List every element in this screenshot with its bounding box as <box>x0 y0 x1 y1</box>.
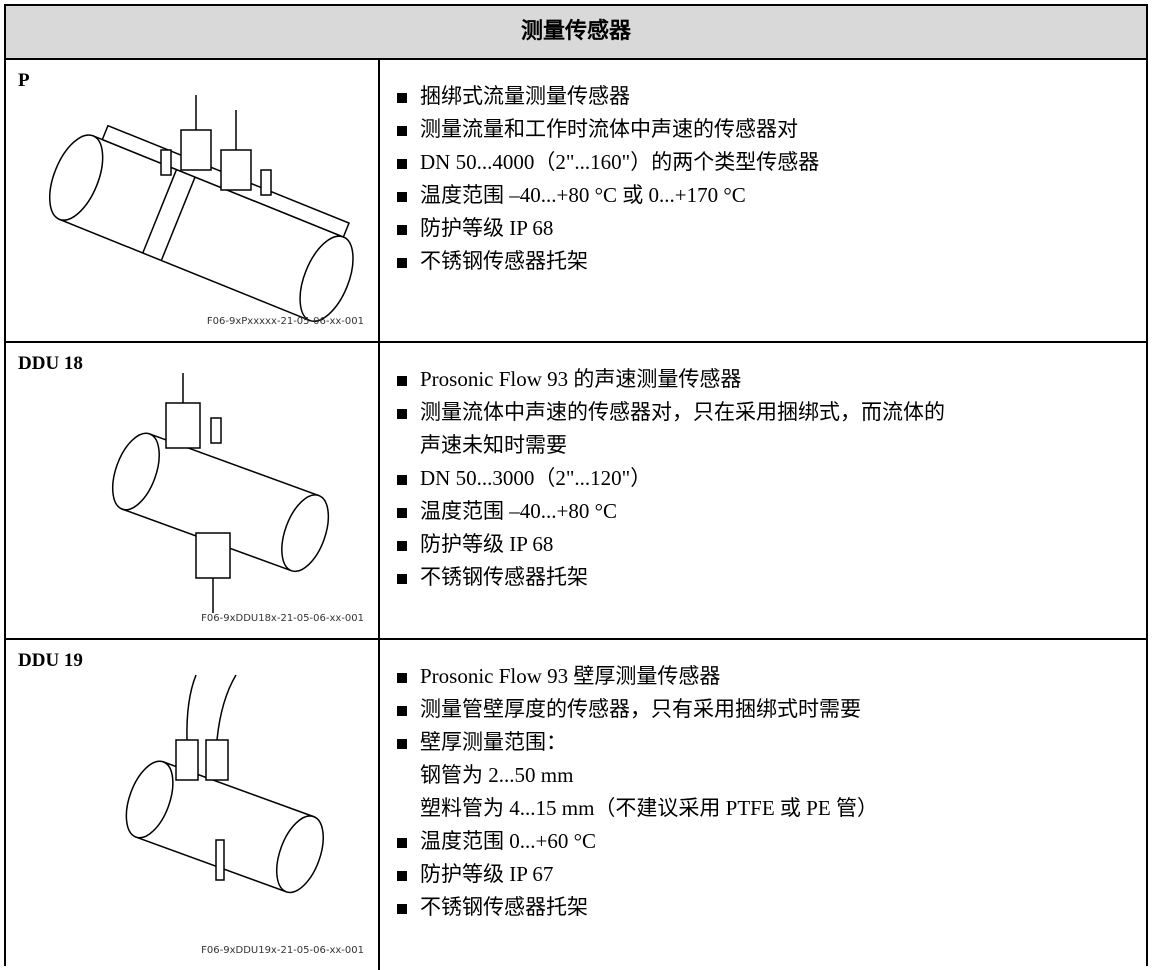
figure-caption: F06-9xDDU19x-21-05-06-xx-001 <box>201 945 364 956</box>
sensor-table: 测量传感器 P F06-9xPxxxxx-21-05-06-xx-001 捆绑式流… <box>4 4 1148 970</box>
sensor-cell: DDU 18 F06-9xDDU18x-21-05-06-xx-001 <box>6 343 380 638</box>
table-header: 测量传感器 <box>6 6 1146 60</box>
description-cell: 捆绑式流量测量传感器测量流量和工作时流体中声速的传感器对 DN 50...4000… <box>380 60 1146 341</box>
bullet-text: 捆绑式流量测量传感器 <box>420 84 630 108</box>
table-row: DDU 19 F06-9xDDU19x-21-05-06-xx-001 Proso… <box>6 640 1146 970</box>
sensor-label: DDU 18 <box>18 353 83 374</box>
bullet-text: DN 50...4000（2"...160"）的两个类型传感器 <box>420 150 820 174</box>
bullet-text: 声速未知时需要 <box>420 433 567 457</box>
bullet-text: 温度范围 0...+60 °C <box>420 829 596 853</box>
table-body: P F06-9xPxxxxx-21-05-06-xx-001 捆绑式流量测量传感器… <box>6 60 1146 970</box>
bullet-text: 测量流量和工作时流体中声速的传感器对 <box>420 117 798 141</box>
bullet-item: 不锈钢传感器托架 <box>380 891 1136 924</box>
bullet-list: 捆绑式流量测量传感器测量流量和工作时流体中声速的传感器对 DN 50...4000… <box>380 80 1136 278</box>
bullet-item: 壁厚测量范围： 钢管为 2...50 mm 塑料管为 4...15 mm（不建议采用… <box>380 726 1136 825</box>
table-row: P F06-9xPxxxxx-21-05-06-xx-001 捆绑式流量测量传感器… <box>6 60 1146 343</box>
description-cell: Prosonic Flow 93 的声速测量传感器测量流体中声速的传感器对，只在… <box>380 343 1146 638</box>
bullet-item: 捆绑式流量测量传感器 <box>380 80 1136 113</box>
sensor-label: P <box>18 70 30 91</box>
bullet-item: Prosonic Flow 93 的声速测量传感器 <box>380 363 1136 396</box>
bullet-item: 不锈钢传感器托架 <box>380 561 1136 594</box>
sensor-drawing <box>48 95 354 322</box>
bullet-item: 测量管壁厚度的传感器，只有采用捆绑式时需要 <box>380 693 1136 726</box>
bullet-item: Prosonic Flow 93 壁厚测量传感器 <box>380 660 1136 693</box>
sensor-cell: P F06-9xPxxxxx-21-05-06-xx-001 <box>6 60 380 341</box>
bullet-item: 测量流体中声速的传感器对，只在采用捆绑式，而流体的 声速未知时需要 <box>380 396 1136 462</box>
bullet-item: 防护等级 IP 68 <box>380 528 1136 561</box>
bullet-item: 防护等级 IP 67 <box>380 858 1136 891</box>
figure-caption: F06-9xPxxxxx-21-05-06-xx-001 <box>206 316 364 327</box>
bullet-text: 防护等级 IP 67 <box>420 862 554 886</box>
bullet-item: DN 50...4000（2"...160"）的两个类型传感器 <box>380 146 1136 179</box>
bullet-text: 不锈钢传感器托架 <box>420 565 588 589</box>
bullet-text: 温度范围 –40...+80 °C 或 0...+170 °C <box>420 183 746 207</box>
bullet-text: 塑料管为 4...15 mm（不建议采用 PTFE 或 PE 管） <box>420 796 878 820</box>
bullet-text: Prosonic Flow 93 的声速测量传感器 <box>420 367 742 391</box>
bullet-text: 防护等级 IP 68 <box>420 216 554 240</box>
bullet-text: 测量流体中声速的传感器对，只在采用捆绑式，而流体的 <box>420 400 945 424</box>
bullet-text: DN 50...3000（2"...120"） <box>420 466 652 490</box>
bullet-text: 不锈钢传感器托架 <box>420 249 588 273</box>
description-cell: Prosonic Flow 93 壁厚测量传感器测量管壁厚度的传感器，只有采用捆… <box>380 640 1146 970</box>
bullet-item: 防护等级 IP 68 <box>380 212 1136 245</box>
sensor-label: DDU 19 <box>18 650 83 671</box>
sensor-drawing <box>111 373 330 613</box>
bullet-text: 壁厚测量范围： <box>420 730 567 754</box>
sensor-cell: DDU 19 F06-9xDDU19x-21-05-06-xx-001 <box>6 640 380 970</box>
bullet-item: 温度范围 –40...+80 °C <box>380 495 1136 528</box>
bullet-text: Prosonic Flow 93 壁厚测量传感器 <box>420 664 721 688</box>
bullet-item: DN 50...3000（2"...120"） <box>380 462 1136 495</box>
bullet-text: 钢管为 2...50 mm <box>420 763 574 787</box>
bullet-list: Prosonic Flow 93 的声速测量传感器测量流体中声速的传感器对，只在… <box>380 363 1136 594</box>
table-row: DDU 18 F06-9xDDU18x-21-05-06-xx-001 Proso… <box>6 343 1146 640</box>
sensor-drawing <box>125 674 324 894</box>
bullet-item: 温度范围 –40...+80 °C 或 0...+170 °C <box>380 179 1136 212</box>
bullet-item: 温度范围 0...+60 °C <box>380 825 1136 858</box>
bullet-item: 不锈钢传感器托架 <box>380 245 1136 278</box>
bullet-text: 温度范围 –40...+80 °C <box>420 499 617 523</box>
bullet-text: 测量管壁厚度的传感器，只有采用捆绑式时需要 <box>420 697 861 721</box>
bullet-text: 不锈钢传感器托架 <box>420 895 588 919</box>
bullet-item: 测量流量和工作时流体中声速的传感器对 <box>380 113 1136 146</box>
figure-caption: F06-9xDDU18x-21-05-06-xx-001 <box>201 613 364 624</box>
bullet-list: Prosonic Flow 93 壁厚测量传感器测量管壁厚度的传感器，只有采用捆… <box>380 660 1136 924</box>
bullet-text: 防护等级 IP 68 <box>420 532 554 556</box>
